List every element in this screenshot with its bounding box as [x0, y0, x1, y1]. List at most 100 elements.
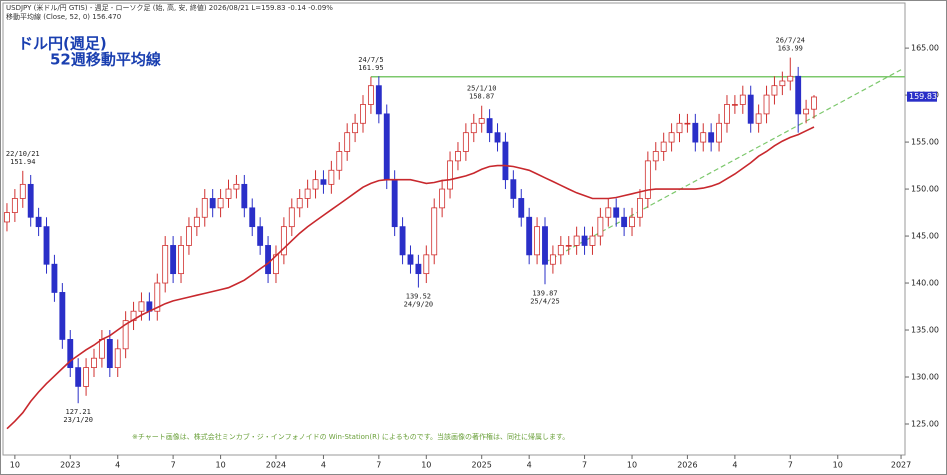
candle-body — [67, 339, 74, 369]
header-line: 移動平均線 (Close, 52, 0) 156.470 — [6, 12, 121, 21]
y-tick-label: 130.00 — [911, 373, 939, 382]
candle-body — [581, 235, 588, 246]
candle-body — [470, 122, 477, 134]
x-tick-label: 7 — [376, 461, 381, 470]
candle-body — [660, 141, 667, 152]
candle-body — [233, 183, 240, 190]
candle-body — [209, 198, 216, 209]
annotation-value: 127.21 — [66, 408, 91, 416]
candle-body — [724, 104, 730, 124]
candle-body — [637, 198, 643, 218]
candle-body — [399, 226, 406, 256]
annotation-date: 24/9/20 — [404, 301, 434, 309]
candle-body — [534, 226, 541, 256]
candle-body — [391, 179, 398, 228]
candle-body — [716, 122, 722, 143]
candle-body — [75, 367, 82, 387]
candle-body — [644, 160, 651, 199]
annotation-date: 25/1/10 — [467, 85, 497, 93]
x-tick-label: 10 — [215, 461, 225, 470]
annotation-value: 161.95 — [358, 64, 383, 72]
candle-body — [35, 216, 42, 228]
x-tick-label: 4 — [527, 461, 532, 470]
source-note: ※チャート画像は、株式会社ミンカブ・ジ・インフォノイドの Win-Station… — [132, 432, 569, 441]
moving-average-line — [6, 126, 815, 430]
candle-body — [344, 132, 351, 152]
candle-body — [352, 122, 359, 134]
y-tick-label: 125.00 — [911, 419, 939, 428]
candle-body — [589, 235, 596, 246]
candle-body — [605, 207, 612, 218]
x-tick-label: 2023 — [60, 461, 80, 470]
candle-body — [676, 122, 683, 134]
candle-body — [178, 245, 184, 275]
candle-body — [573, 235, 580, 246]
x-tick-label: 4 — [115, 461, 120, 470]
candle-body — [747, 94, 754, 124]
candle-body — [11, 198, 18, 213]
candle-body — [154, 282, 161, 312]
candle-body — [98, 339, 105, 359]
candle-body — [225, 188, 232, 199]
candle-body — [360, 104, 366, 124]
candle-body — [415, 263, 422, 275]
candle-body — [518, 198, 525, 218]
candle-body — [249, 207, 256, 228]
candle-body — [692, 122, 699, 143]
candle-body — [565, 245, 572, 247]
candle-body — [83, 367, 90, 387]
candle-body — [771, 85, 778, 96]
y-tick-label: 155.00 — [911, 138, 939, 147]
annotation-value: 158.87 — [469, 93, 494, 101]
candle-body — [731, 104, 738, 106]
candle-body — [629, 216, 635, 228]
annotation-date: 23/1/20 — [63, 416, 93, 424]
annotation-value: 163.99 — [778, 45, 803, 53]
candle-body — [43, 226, 50, 265]
candle-body — [304, 188, 311, 199]
candle-body — [170, 245, 177, 275]
candle-body — [557, 245, 564, 256]
candle-body — [478, 118, 485, 124]
trend-line — [544, 69, 902, 263]
annotation-date: 25/4/25 — [530, 297, 560, 305]
candle-body — [138, 301, 145, 312]
candle-body — [193, 216, 200, 228]
x-tick-label: 4 — [732, 461, 737, 470]
candle-body — [700, 132, 707, 143]
x-tick-label: 10 — [421, 461, 431, 470]
candle-body — [684, 122, 691, 125]
candle-body — [439, 188, 446, 209]
candle-body — [423, 254, 430, 275]
candle-body — [787, 75, 794, 82]
candle-body — [296, 198, 303, 209]
annotation-value: 139.52 — [406, 293, 431, 301]
last-price-label: 159.83 — [909, 92, 937, 101]
candle-body — [431, 207, 438, 256]
candle-body — [668, 132, 675, 143]
y-tick-label: 150.00 — [911, 185, 939, 194]
candle-body — [811, 96, 817, 110]
candle-body — [186, 226, 192, 246]
candle-body — [51, 263, 58, 293]
candle-body — [549, 254, 556, 265]
candle-body — [779, 80, 786, 87]
annotation-date: 22/10/21 — [6, 150, 40, 158]
x-tick-label: 7 — [788, 461, 793, 470]
candle-body — [19, 183, 26, 199]
candle-body — [201, 198, 208, 218]
chart-subtitle: 52週移動平均線 — [50, 51, 161, 69]
candle-body — [336, 151, 343, 171]
chart-title: ドル円(週足) — [18, 35, 107, 53]
candle-body — [755, 113, 762, 124]
y-tick-label: 135.00 — [911, 326, 939, 335]
candle-body — [280, 226, 287, 256]
y-tick-label: 165.00 — [911, 44, 939, 53]
candle-body — [526, 216, 533, 256]
candle-body — [447, 160, 453, 190]
x-tick-label: 10 — [627, 461, 637, 470]
candle-body — [795, 75, 802, 115]
x-tick-label: 10 — [10, 461, 20, 470]
candle-body — [106, 339, 113, 369]
candle-body — [739, 94, 746, 105]
